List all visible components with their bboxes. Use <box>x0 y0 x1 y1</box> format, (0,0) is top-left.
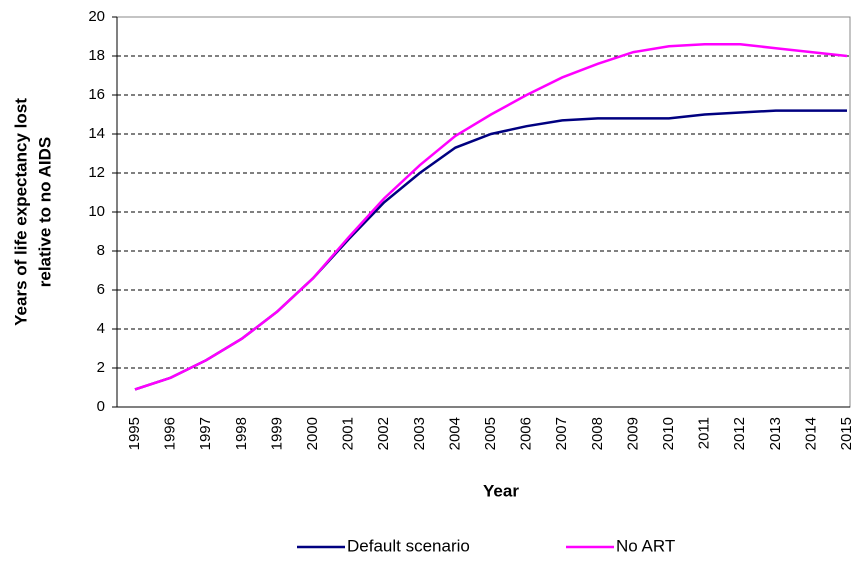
x-tick-label: 1998 <box>233 417 250 450</box>
x-tick-label: 1997 <box>197 417 214 450</box>
x-tick-label: 1995 <box>126 417 143 450</box>
y-tick-label: 6 <box>97 281 105 298</box>
x-tick-label: 2012 <box>731 417 748 450</box>
y-tick-label: 10 <box>88 203 105 220</box>
x-tick-label: 2008 <box>589 417 606 450</box>
x-axis-title: Year <box>483 481 519 500</box>
y-tick-label: 18 <box>88 47 105 64</box>
legend-label: Default scenario <box>347 536 470 555</box>
y-tick-label: 0 <box>97 398 105 415</box>
y-tick-label: 4 <box>97 320 105 337</box>
x-tick-label: 2007 <box>553 417 570 450</box>
y-tick-label: 2 <box>97 359 105 376</box>
y-axis-title: Years of life expectancy lost <box>11 98 30 326</box>
x-tick-label: 2013 <box>767 417 784 450</box>
x-tick-label: 2004 <box>446 417 463 450</box>
legend-label: No ART <box>616 536 675 555</box>
x-tick-label: 2002 <box>375 417 392 450</box>
y-tick-label: 14 <box>88 125 105 142</box>
y-tick-label: 12 <box>88 164 105 181</box>
line-series <box>134 109 847 391</box>
y-tick-label: 20 <box>88 8 105 25</box>
x-tick-label: 1996 <box>162 417 179 450</box>
x-tick-label: 2014 <box>802 417 819 450</box>
x-tick-label: 2006 <box>518 417 535 450</box>
x-tick-label: 1999 <box>268 417 285 450</box>
x-tick-label: 2005 <box>482 417 499 450</box>
x-tick-label: 2009 <box>624 417 641 450</box>
x-tick-label: 2000 <box>304 417 321 450</box>
x-tick-label: 2015 <box>838 417 855 450</box>
x-tick-label: 2011 <box>696 417 713 449</box>
y-tick-label: 8 <box>97 242 105 259</box>
x-tick-label: 2001 <box>340 417 357 450</box>
line-series <box>134 43 848 391</box>
x-tick-label: 2010 <box>660 417 677 450</box>
y-axis-title: relative to no AIDS <box>35 137 54 288</box>
x-tick-label: 2003 <box>411 417 428 450</box>
y-tick-label: 16 <box>88 86 105 103</box>
